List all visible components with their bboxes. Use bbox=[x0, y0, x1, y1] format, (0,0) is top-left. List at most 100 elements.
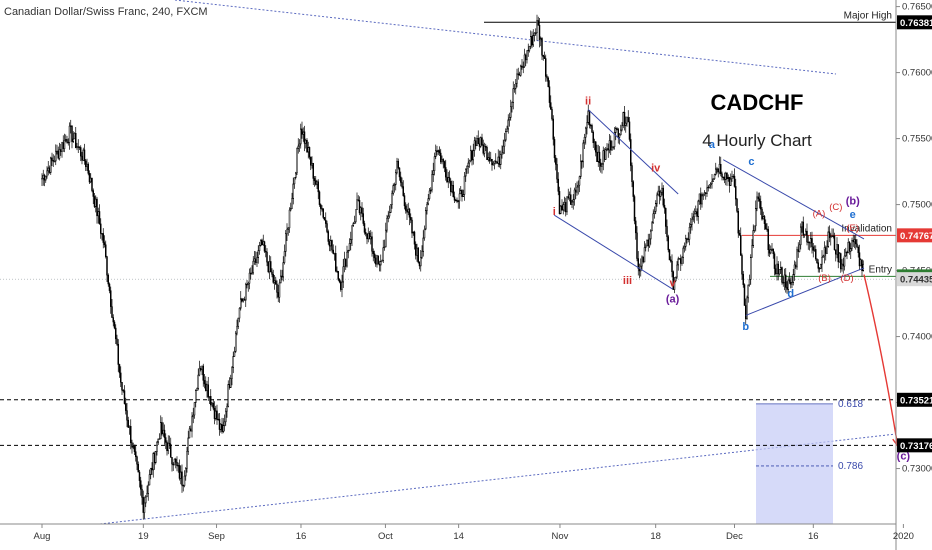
candle-body bbox=[510, 106, 512, 118]
candle-body bbox=[181, 471, 183, 486]
candle-body bbox=[405, 205, 407, 211]
candle-body bbox=[738, 232, 741, 236]
candle-body bbox=[548, 86, 551, 103]
time-axis[interactable]: Aug19Sep16Oct14Nov18Dec16202013 bbox=[0, 523, 932, 542]
wave-label: ii bbox=[585, 95, 591, 107]
candle-body bbox=[320, 204, 322, 209]
candle-body bbox=[682, 247, 684, 258]
candle-body bbox=[716, 168, 718, 170]
candle-body bbox=[755, 208, 757, 227]
price-levels: Major High Invalidation Entry bbox=[0, 10, 896, 446]
candle-body bbox=[318, 191, 321, 205]
candle-body bbox=[590, 124, 592, 127]
candle-body bbox=[533, 32, 536, 36]
candle-body bbox=[395, 172, 397, 185]
candle-body bbox=[443, 161, 446, 168]
candle-body bbox=[98, 211, 101, 225]
candle-body bbox=[632, 181, 634, 197]
candle-body bbox=[660, 191, 662, 197]
candle-body bbox=[388, 212, 391, 217]
candle-body bbox=[482, 144, 484, 154]
candle-body bbox=[217, 418, 219, 421]
candle-body bbox=[757, 196, 759, 200]
candle-body bbox=[350, 239, 352, 244]
candle-body bbox=[440, 152, 442, 163]
candle-body bbox=[701, 195, 703, 205]
candle-body bbox=[368, 232, 371, 240]
candle-body bbox=[308, 147, 311, 158]
candle-body bbox=[688, 226, 691, 240]
candle-body bbox=[788, 279, 791, 283]
candle-body bbox=[68, 125, 71, 143]
candle-body bbox=[286, 229, 288, 234]
candle-body bbox=[613, 132, 616, 147]
candle-body bbox=[536, 20, 538, 34]
candle-body bbox=[535, 32, 537, 34]
candle-body bbox=[173, 458, 176, 466]
candle-body bbox=[402, 186, 404, 196]
candle-body bbox=[270, 261, 272, 273]
candle-body bbox=[392, 185, 394, 194]
target-zone: 0.618 0.786 bbox=[756, 399, 863, 524]
candle-body bbox=[741, 255, 743, 275]
candle-body bbox=[415, 243, 417, 256]
candle-body bbox=[136, 456, 138, 465]
candle-body bbox=[411, 219, 413, 234]
candle-body bbox=[313, 178, 316, 181]
candle-body bbox=[677, 258, 679, 266]
candle-body bbox=[588, 110, 591, 126]
candle-body bbox=[435, 150, 437, 157]
candle-body bbox=[436, 150, 438, 152]
candle-body bbox=[345, 258, 347, 267]
candle-body bbox=[616, 128, 618, 130]
candle-body bbox=[737, 210, 739, 234]
wave-label: (b) bbox=[846, 196, 860, 208]
candle-body bbox=[276, 283, 278, 293]
candle-body bbox=[327, 231, 329, 242]
candle-body bbox=[758, 198, 761, 202]
candle-body bbox=[742, 273, 744, 285]
candle-body bbox=[428, 190, 431, 199]
candle-body bbox=[383, 246, 386, 249]
candle-body bbox=[48, 167, 51, 173]
candle-body bbox=[101, 233, 103, 235]
candle-body bbox=[280, 275, 282, 284]
candle-body bbox=[230, 378, 232, 388]
candle-body bbox=[601, 163, 603, 167]
candle-body bbox=[412, 231, 414, 234]
candle-body bbox=[100, 223, 102, 234]
candle-body bbox=[723, 176, 726, 180]
candle-body bbox=[720, 163, 722, 175]
candle-body bbox=[852, 240, 854, 243]
candle-body bbox=[642, 256, 644, 263]
candle-body bbox=[801, 221, 803, 228]
candle-body bbox=[178, 465, 181, 479]
chart-annotation-subtitle: 4 Hourly Chart bbox=[702, 131, 812, 150]
candle-body bbox=[557, 178, 559, 192]
candle-body bbox=[91, 177, 93, 191]
candle-body bbox=[772, 248, 774, 255]
candle-body bbox=[187, 437, 189, 452]
wave-label: (a) bbox=[666, 293, 680, 305]
candle-body bbox=[551, 109, 553, 120]
candle-body bbox=[706, 187, 708, 194]
candle-body bbox=[521, 65, 523, 68]
candle-body bbox=[811, 238, 813, 248]
candle-body bbox=[598, 151, 601, 164]
candle-body bbox=[770, 249, 772, 254]
candle-body bbox=[118, 364, 121, 374]
price-axis[interactable]: 0.765000.760000.755000.750000.745000.740… bbox=[895, 0, 932, 550]
candle-body bbox=[191, 416, 193, 432]
candle-body bbox=[646, 239, 648, 247]
candle-body bbox=[762, 216, 764, 220]
candle-body bbox=[171, 457, 173, 465]
candle-body bbox=[177, 465, 179, 467]
candle-body bbox=[802, 221, 804, 236]
candle-body bbox=[423, 228, 426, 239]
candle-body bbox=[476, 138, 478, 147]
chart-annotation-title: CADCHF bbox=[711, 90, 804, 115]
candle-body bbox=[608, 140, 611, 151]
candle-body bbox=[566, 196, 568, 213]
